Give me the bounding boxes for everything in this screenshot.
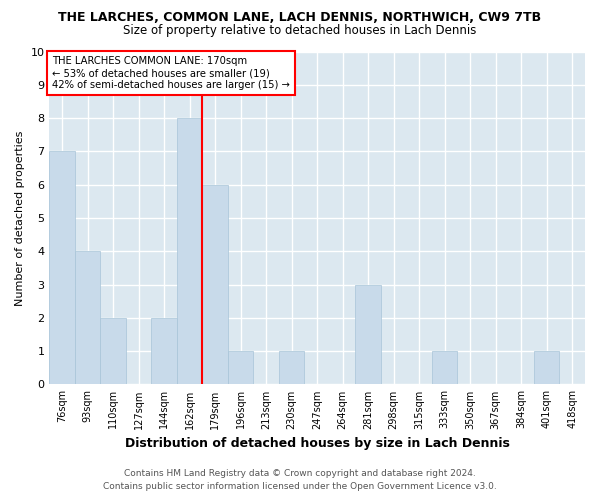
X-axis label: Distribution of detached houses by size in Lach Dennis: Distribution of detached houses by size … xyxy=(125,437,509,450)
Text: THE LARCHES COMMON LANE: 170sqm
← 53% of detached houses are smaller (19)
42% of: THE LARCHES COMMON LANE: 170sqm ← 53% of… xyxy=(52,56,290,90)
Y-axis label: Number of detached properties: Number of detached properties xyxy=(15,130,25,306)
Bar xyxy=(534,351,559,384)
Bar xyxy=(432,351,457,384)
Bar xyxy=(151,318,177,384)
Bar xyxy=(49,152,75,384)
Bar xyxy=(202,184,228,384)
Text: Size of property relative to detached houses in Lach Dennis: Size of property relative to detached ho… xyxy=(124,24,476,37)
Text: THE LARCHES, COMMON LANE, LACH DENNIS, NORTHWICH, CW9 7TB: THE LARCHES, COMMON LANE, LACH DENNIS, N… xyxy=(58,11,542,24)
Bar xyxy=(228,351,253,384)
Bar xyxy=(279,351,304,384)
Text: Contains HM Land Registry data © Crown copyright and database right 2024.
Contai: Contains HM Land Registry data © Crown c… xyxy=(103,470,497,491)
Bar xyxy=(355,284,381,384)
Bar xyxy=(177,118,202,384)
Bar xyxy=(100,318,126,384)
Bar xyxy=(75,252,100,384)
